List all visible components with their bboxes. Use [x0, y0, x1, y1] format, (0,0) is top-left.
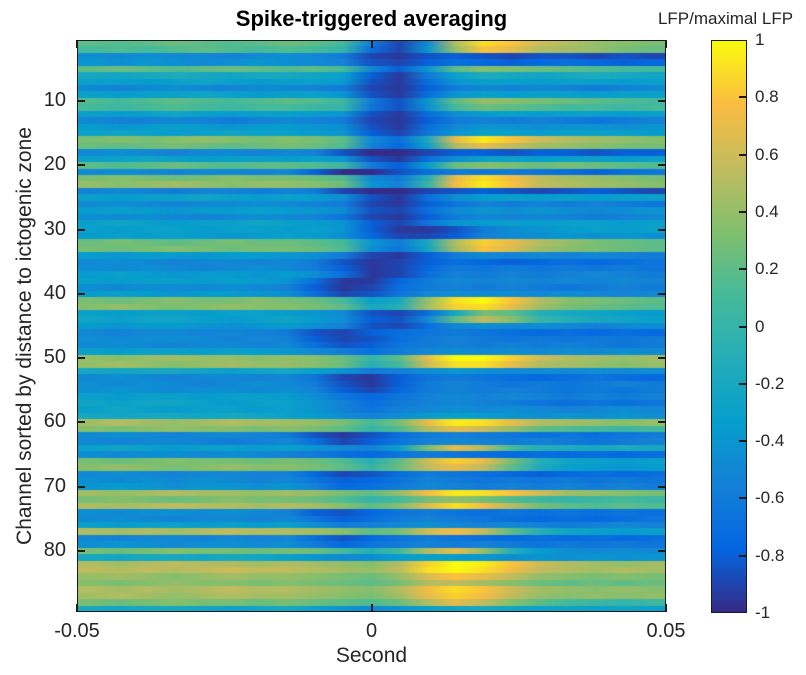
colorbar-tick	[739, 382, 746, 385]
colorbar-tick-label: 0.2	[755, 259, 779, 279]
x-axis-tick	[370, 604, 373, 612]
y-axis-tick	[77, 421, 85, 424]
y-tick-label: 30	[43, 217, 66, 240]
colorbar-tick	[739, 440, 746, 443]
colorbar-tick	[739, 96, 746, 99]
y-axis-tick	[77, 164, 85, 167]
colorbar-tick-label: 0.8	[755, 87, 779, 107]
x-tick-label: 0.05	[646, 620, 686, 642]
colorbar-tick-label: -1	[755, 603, 771, 622]
y-tick-label: 60	[43, 410, 66, 433]
y-tick-label: 10	[43, 89, 66, 112]
colorbar-tick-label: 0.4	[755, 201, 779, 221]
colorbar-tick-label: -0.6	[755, 488, 785, 508]
y-axis-tick	[77, 228, 85, 231]
colorbar-tick-label: -0.8	[755, 545, 785, 565]
colorbar-tick-label: -0.4	[755, 431, 785, 451]
colorbar-tick	[739, 497, 746, 500]
x-axis-tick-top	[665, 40, 667, 48]
y-axis-tick-right	[658, 228, 666, 231]
colorbar-tick	[739, 153, 746, 156]
y-axis-tick-right	[658, 549, 666, 552]
y-axis-tick	[77, 549, 85, 552]
y-axis-tick-right	[658, 164, 666, 167]
chart-title: Spike-triggered averaging	[235, 6, 508, 31]
heatmap-canvas	[77, 40, 666, 612]
x-tick-label: -0.05	[54, 620, 100, 642]
y-axis-tick-right	[658, 357, 666, 360]
y-axis-tick	[77, 485, 85, 488]
y-tick-label: 80	[43, 538, 66, 561]
colorbar-tick	[739, 268, 746, 271]
colorbar-tick-label: 0	[755, 316, 765, 336]
plot-area	[76, 40, 667, 612]
colorbar-title: LFP/maximal LFP	[657, 9, 794, 28]
colorbar-tick-label: 0.6	[755, 144, 779, 164]
colorbar-tick	[739, 554, 746, 557]
y-axis-tick	[77, 100, 85, 103]
colorbar-tick	[739, 210, 746, 213]
y-axis-tick-right	[658, 292, 666, 295]
colorbar-tick-label: -0.2	[755, 373, 785, 393]
x-axis-tick-top	[370, 40, 373, 48]
colorbar-tick-label: 1	[755, 30, 765, 49]
y-axis-tick	[77, 292, 85, 295]
y-axis-tick-right	[658, 100, 666, 103]
y-axis-tick	[77, 357, 85, 360]
y-tick-label: 50	[43, 346, 66, 369]
y-tick-label: 20	[43, 153, 66, 176]
x-axis-tick	[665, 604, 667, 612]
x-axis-label: Second	[335, 644, 408, 667]
x-axis-tick-top	[76, 40, 78, 48]
colorbar-tick	[739, 325, 746, 328]
y-tick-label: 40	[43, 281, 66, 304]
y-tick-label: 70	[43, 474, 66, 497]
y-axis-tick-right	[658, 421, 666, 424]
y-axis-tick-right	[658, 485, 666, 488]
x-tick-label: 0	[365, 620, 378, 642]
x-axis-tick	[76, 604, 78, 612]
